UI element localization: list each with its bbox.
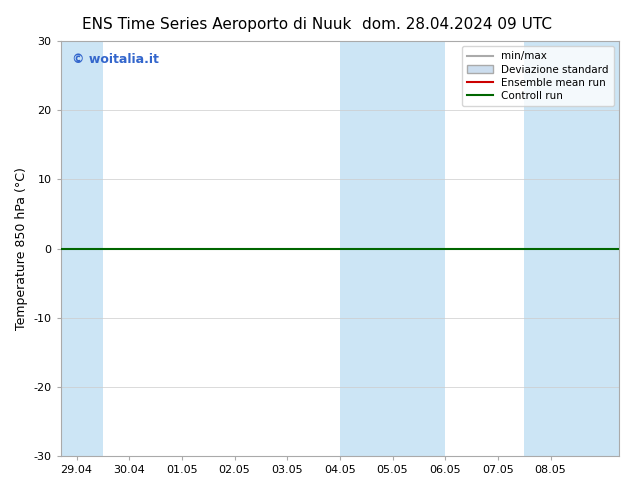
Bar xyxy=(340,41,445,456)
Bar xyxy=(524,41,619,456)
Bar xyxy=(61,41,103,456)
Text: ENS Time Series Aeroporto di Nuuk: ENS Time Series Aeroporto di Nuuk xyxy=(82,17,352,32)
Y-axis label: Temperature 850 hPa (°C): Temperature 850 hPa (°C) xyxy=(15,167,28,330)
Text: dom. 28.04.2024 09 UTC: dom. 28.04.2024 09 UTC xyxy=(361,17,552,32)
Legend: min/max, Deviazione standard, Ensemble mean run, Controll run: min/max, Deviazione standard, Ensemble m… xyxy=(462,46,614,106)
Text: © woitalia.it: © woitalia.it xyxy=(72,53,158,67)
